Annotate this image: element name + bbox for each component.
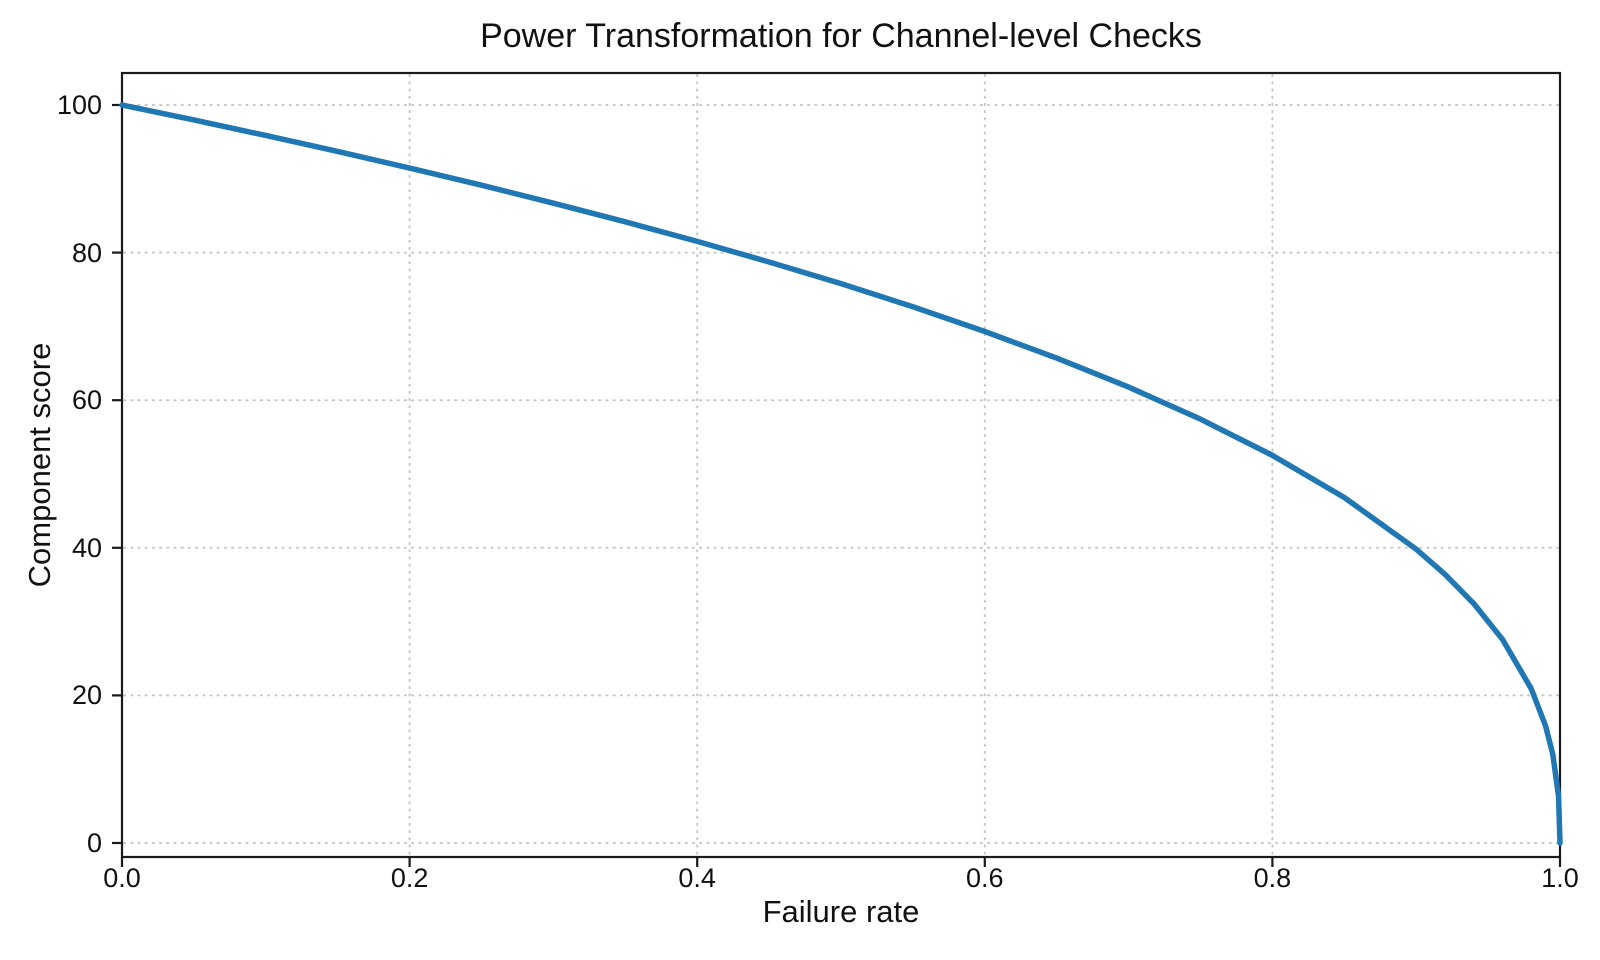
y-tick-label: 80: [71, 237, 102, 268]
gridlines: [123, 74, 1559, 856]
x-tick-label: 0.2: [390, 863, 429, 893]
curve-line: [119, 102, 1563, 846]
y-tick-label: 100: [56, 90, 102, 120]
x-tick-label: 0.8: [1253, 863, 1292, 893]
y-tick-label: 60: [71, 385, 102, 416]
x-tick-label: 1.0: [1541, 863, 1579, 893]
axis-tick-marks: [112, 103, 1562, 867]
x-tick-label: 0.0: [103, 863, 141, 893]
y-tick-label: 40: [71, 532, 102, 563]
plot-border: [120, 71, 1562, 859]
x-axis-label: Failure rate: [762, 894, 920, 929]
y-tick-label: 20: [71, 680, 102, 711]
y-tick-label: 0: [86, 828, 102, 858]
x-tick-label: 0.6: [966, 863, 1004, 893]
x-tick-label: 0.4: [678, 863, 716, 893]
chart-title: Power Transformation for Channel-level C…: [480, 17, 1202, 55]
